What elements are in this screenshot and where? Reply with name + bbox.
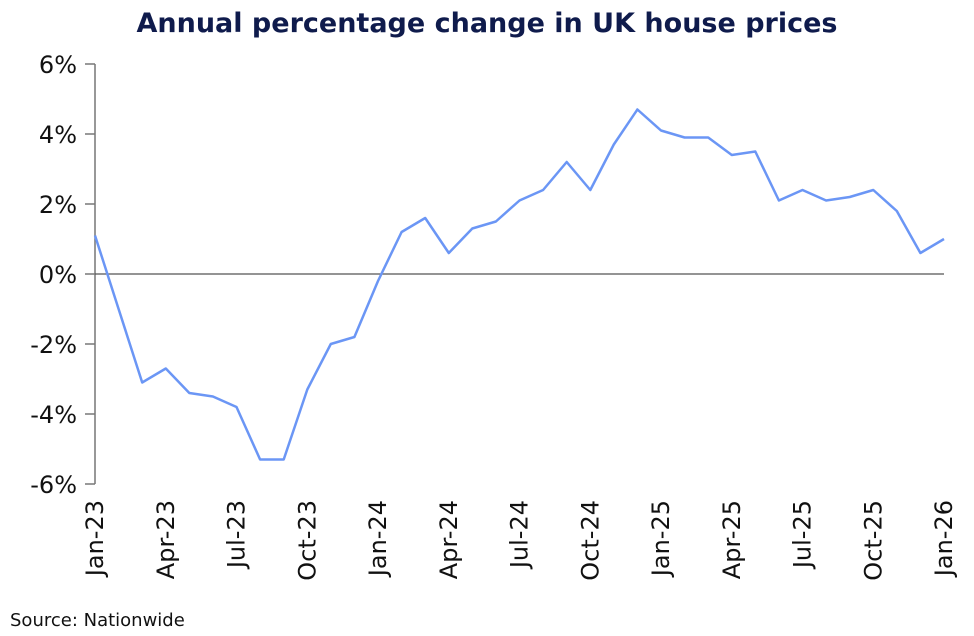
x-tick-label: Jul-24: [506, 500, 534, 570]
x-tick-label: Oct-24: [576, 500, 604, 581]
x-tick-label: Jan-24: [364, 500, 392, 578]
y-tick-label: 0%: [39, 261, 77, 289]
x-tick-label: Oct-23: [293, 500, 321, 581]
source-note: Source: Nationwide: [10, 610, 185, 631]
y-tick-label: 6%: [39, 51, 77, 79]
y-tick-label: -4%: [30, 401, 77, 429]
x-tick-label: Apr-25: [718, 500, 746, 579]
y-tick-label: -6%: [30, 471, 77, 499]
x-tick-label: Jan-26: [930, 500, 958, 578]
x-tick-label: Apr-23: [152, 500, 180, 579]
x-tick-label: Jul-25: [789, 500, 817, 570]
x-tick-label: Oct-25: [859, 500, 887, 581]
y-tick-label: -2%: [30, 331, 77, 359]
x-tick-label: Apr-24: [435, 500, 463, 579]
y-tick-label: 2%: [39, 191, 77, 219]
x-tick-label: Jul-23: [223, 500, 251, 570]
x-tick-label: Jan-23: [81, 500, 109, 578]
chart-title: Annual percentage change in UK house pri…: [136, 8, 838, 39]
series-line: [93, 108, 945, 461]
y-tick-label: 4%: [39, 121, 77, 149]
x-tick-label: Jan-25: [647, 500, 675, 578]
